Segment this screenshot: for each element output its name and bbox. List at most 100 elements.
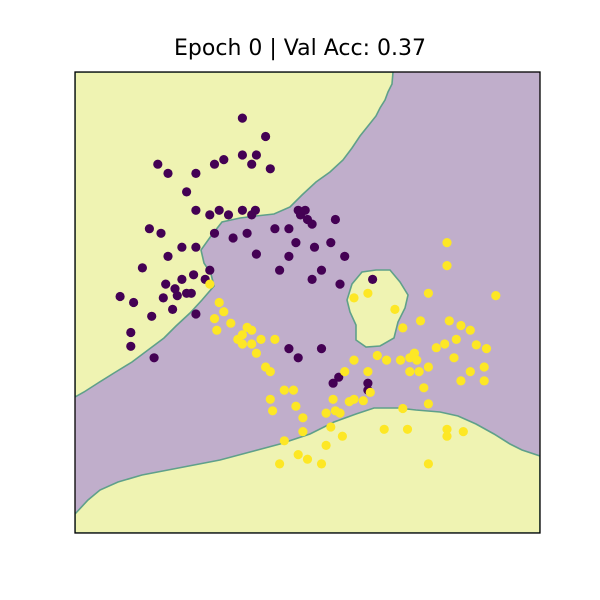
point-class-0 <box>126 341 136 351</box>
point-class-0 <box>182 187 192 197</box>
point-class-1 <box>363 367 373 377</box>
point-class-1 <box>270 334 280 344</box>
point-class-1 <box>442 431 452 441</box>
point-class-0 <box>170 284 180 294</box>
region-class1-bottom <box>75 407 540 533</box>
point-class-1 <box>382 355 392 365</box>
point-class-1 <box>363 288 373 298</box>
point-class-1 <box>481 344 492 354</box>
point-class-1 <box>298 413 308 423</box>
point-class-1 <box>415 316 426 326</box>
point-class-0 <box>158 293 168 303</box>
point-class-0 <box>182 288 192 298</box>
point-class-1 <box>219 307 229 317</box>
point-class-1 <box>395 355 406 365</box>
point-class-0 <box>368 274 378 284</box>
point-class-0 <box>237 113 247 123</box>
point-class-1 <box>398 403 408 414</box>
point-class-0 <box>335 279 345 289</box>
point-class-0 <box>191 309 201 319</box>
point-class-1 <box>442 261 452 271</box>
point-class-0 <box>161 279 171 289</box>
point-class-1 <box>458 427 468 437</box>
point-class-1 <box>456 320 466 331</box>
point-class-1 <box>247 325 257 335</box>
point-class-0 <box>247 159 257 169</box>
point-class-0 <box>316 265 327 275</box>
point-class-0 <box>309 242 320 252</box>
point-class-0 <box>328 378 338 388</box>
point-class-1 <box>265 367 275 377</box>
point-class-0 <box>209 228 220 238</box>
point-class-0 <box>189 270 199 280</box>
point-class-1 <box>405 367 415 377</box>
point-class-1 <box>390 304 400 314</box>
point-class-1 <box>451 334 461 344</box>
point-class-1 <box>293 450 303 460</box>
point-class-0 <box>237 150 247 160</box>
point-class-1 <box>212 325 222 335</box>
point-class-0 <box>237 205 247 215</box>
point-class-1 <box>344 397 354 407</box>
point-class-1 <box>337 431 347 441</box>
point-class-1 <box>440 339 450 349</box>
point-class-1 <box>335 408 345 418</box>
point-class-1 <box>442 238 452 248</box>
point-class-0 <box>126 327 136 338</box>
point-class-0 <box>144 224 154 234</box>
point-class-1 <box>291 401 301 411</box>
point-class-1 <box>444 316 454 326</box>
point-class-1 <box>465 325 475 335</box>
point-class-1 <box>321 440 331 450</box>
point-class-0 <box>205 210 215 220</box>
point-class-0 <box>261 131 271 142</box>
point-class-0 <box>284 224 294 234</box>
point-class-0 <box>307 274 317 284</box>
point-class-0 <box>293 353 303 363</box>
point-class-0 <box>177 274 187 284</box>
point-class-1 <box>456 376 466 386</box>
point-class-1 <box>465 367 475 377</box>
point-class-1 <box>279 385 289 395</box>
point-class-0 <box>251 249 261 259</box>
point-class-1 <box>265 394 275 404</box>
point-class-1 <box>326 422 336 432</box>
point-class-1 <box>209 314 220 324</box>
point-class-1 <box>419 383 429 393</box>
point-class-1 <box>479 376 489 386</box>
point-class-1 <box>256 334 266 344</box>
point-class-0 <box>191 205 201 215</box>
point-class-0 <box>163 251 173 261</box>
point-class-1 <box>340 367 350 377</box>
point-class-0 <box>163 168 173 178</box>
point-class-1 <box>398 323 408 333</box>
point-class-0 <box>147 311 157 321</box>
point-class-0 <box>250 205 260 215</box>
point-class-1 <box>431 343 441 353</box>
point-class-0 <box>153 159 163 169</box>
point-class-1 <box>449 353 459 363</box>
point-class-0 <box>316 344 327 354</box>
point-class-0 <box>270 224 280 234</box>
point-class-0 <box>115 291 125 302</box>
point-class-0 <box>228 233 238 243</box>
point-class-0 <box>214 205 224 215</box>
point-class-1 <box>372 350 382 361</box>
point-class-0 <box>191 242 201 252</box>
point-class-0 <box>191 168 201 178</box>
point-class-1 <box>414 367 424 377</box>
point-class-0 <box>291 238 301 248</box>
point-class-0 <box>265 164 275 174</box>
point-class-0 <box>205 265 215 275</box>
series-class-0 <box>115 113 378 395</box>
point-class-0 <box>223 210 234 220</box>
point-class-1 <box>279 436 289 446</box>
point-class-0 <box>219 155 229 165</box>
point-class-0 <box>177 242 187 252</box>
point-class-0 <box>168 304 178 314</box>
point-class-0 <box>330 214 340 225</box>
point-class-1 <box>298 427 308 437</box>
point-class-1 <box>471 340 481 350</box>
point-class-1 <box>268 406 278 416</box>
point-class-1 <box>442 424 452 434</box>
